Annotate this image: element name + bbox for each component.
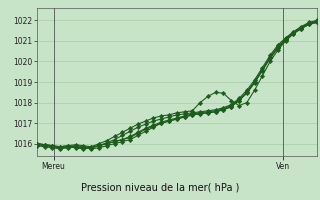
- Text: Pression niveau de la mer( hPa ): Pression niveau de la mer( hPa ): [81, 182, 239, 192]
